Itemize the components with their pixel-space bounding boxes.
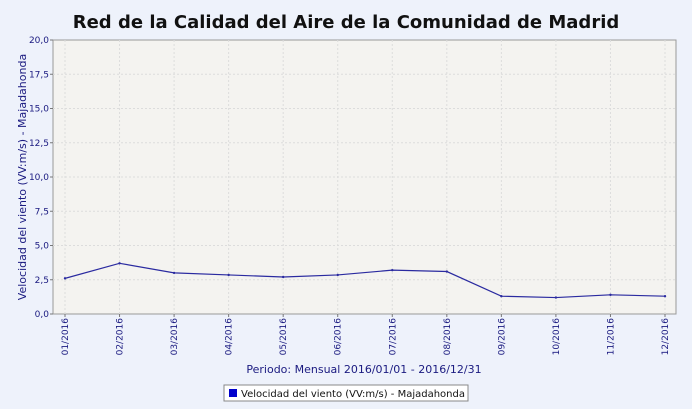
y-tick-label: 7,5 [35,207,49,217]
x-axis-label: Periodo: Mensual 2016/01/01 - 2016/12/31 [246,363,481,376]
y-tick-label: 12,5 [29,139,49,149]
x-tick-label: 03/2016 [170,318,180,356]
y-tick-label: 10,0 [29,173,49,183]
data-point [172,271,176,275]
data-point [391,268,394,272]
legend-marker [229,389,237,397]
data-point [63,277,67,280]
data-point [554,296,558,299]
data-point [609,293,612,297]
legend-label: Velocidad del viento (VV:m/s) - Majadaho… [241,389,465,400]
legend: Velocidad del viento (VV:m/s) - Majadaho… [223,384,469,402]
x-tick-label: 11/2016 [606,318,616,356]
data-point [663,294,667,298]
data-point [500,294,503,298]
data-point [118,262,121,265]
data-point [281,275,285,279]
y-axis-label: Velocidad del viento (VV:m/s) - Majadaho… [16,54,29,300]
plot-area [52,39,677,315]
data-point [336,273,339,277]
x-tick-label: 02/2016 [116,318,126,356]
x-tick-label: 01/2016 [61,318,71,356]
grid-lines [53,40,676,314]
data-point [445,270,449,273]
chart-title: Red de la Calidad del Aire de la Comunid… [73,12,620,33]
axes [50,39,666,317]
x-tick-label: 10/2016 [552,318,562,356]
x-axis-ticks: 01/2016 02/2016 03/2016 04/2016 05/2016 06/20… [61,318,671,356]
x-tick-label: 05/2016 [279,318,289,356]
data-point [227,273,230,277]
x-tick-label: 04/2016 [225,318,235,356]
y-tick-label: 15,0 [29,105,49,115]
x-tick-label: 09/2016 [497,318,507,356]
x-tick-label: 12/2016 [661,318,671,356]
y-tick-label: 2,5 [35,276,49,286]
legend-box [223,384,469,402]
y-tick-label: 5,0 [35,242,50,252]
y-tick-label: 20,0 [29,36,49,46]
y-tick-label: 0,0 [35,310,50,320]
x-tick-label: 06/2016 [334,318,344,356]
x-tick-label: 07/2016 [388,318,398,356]
series-line [64,262,666,299]
series-layer [63,262,667,299]
y-tick-label: 17,5 [29,70,49,80]
y-axis-ticks: 0,0 2,5 5,0 7,5 10,0 12,5 15,0 17,5 20,0 [29,36,49,320]
x-tick-label: 08/2016 [443,318,453,356]
